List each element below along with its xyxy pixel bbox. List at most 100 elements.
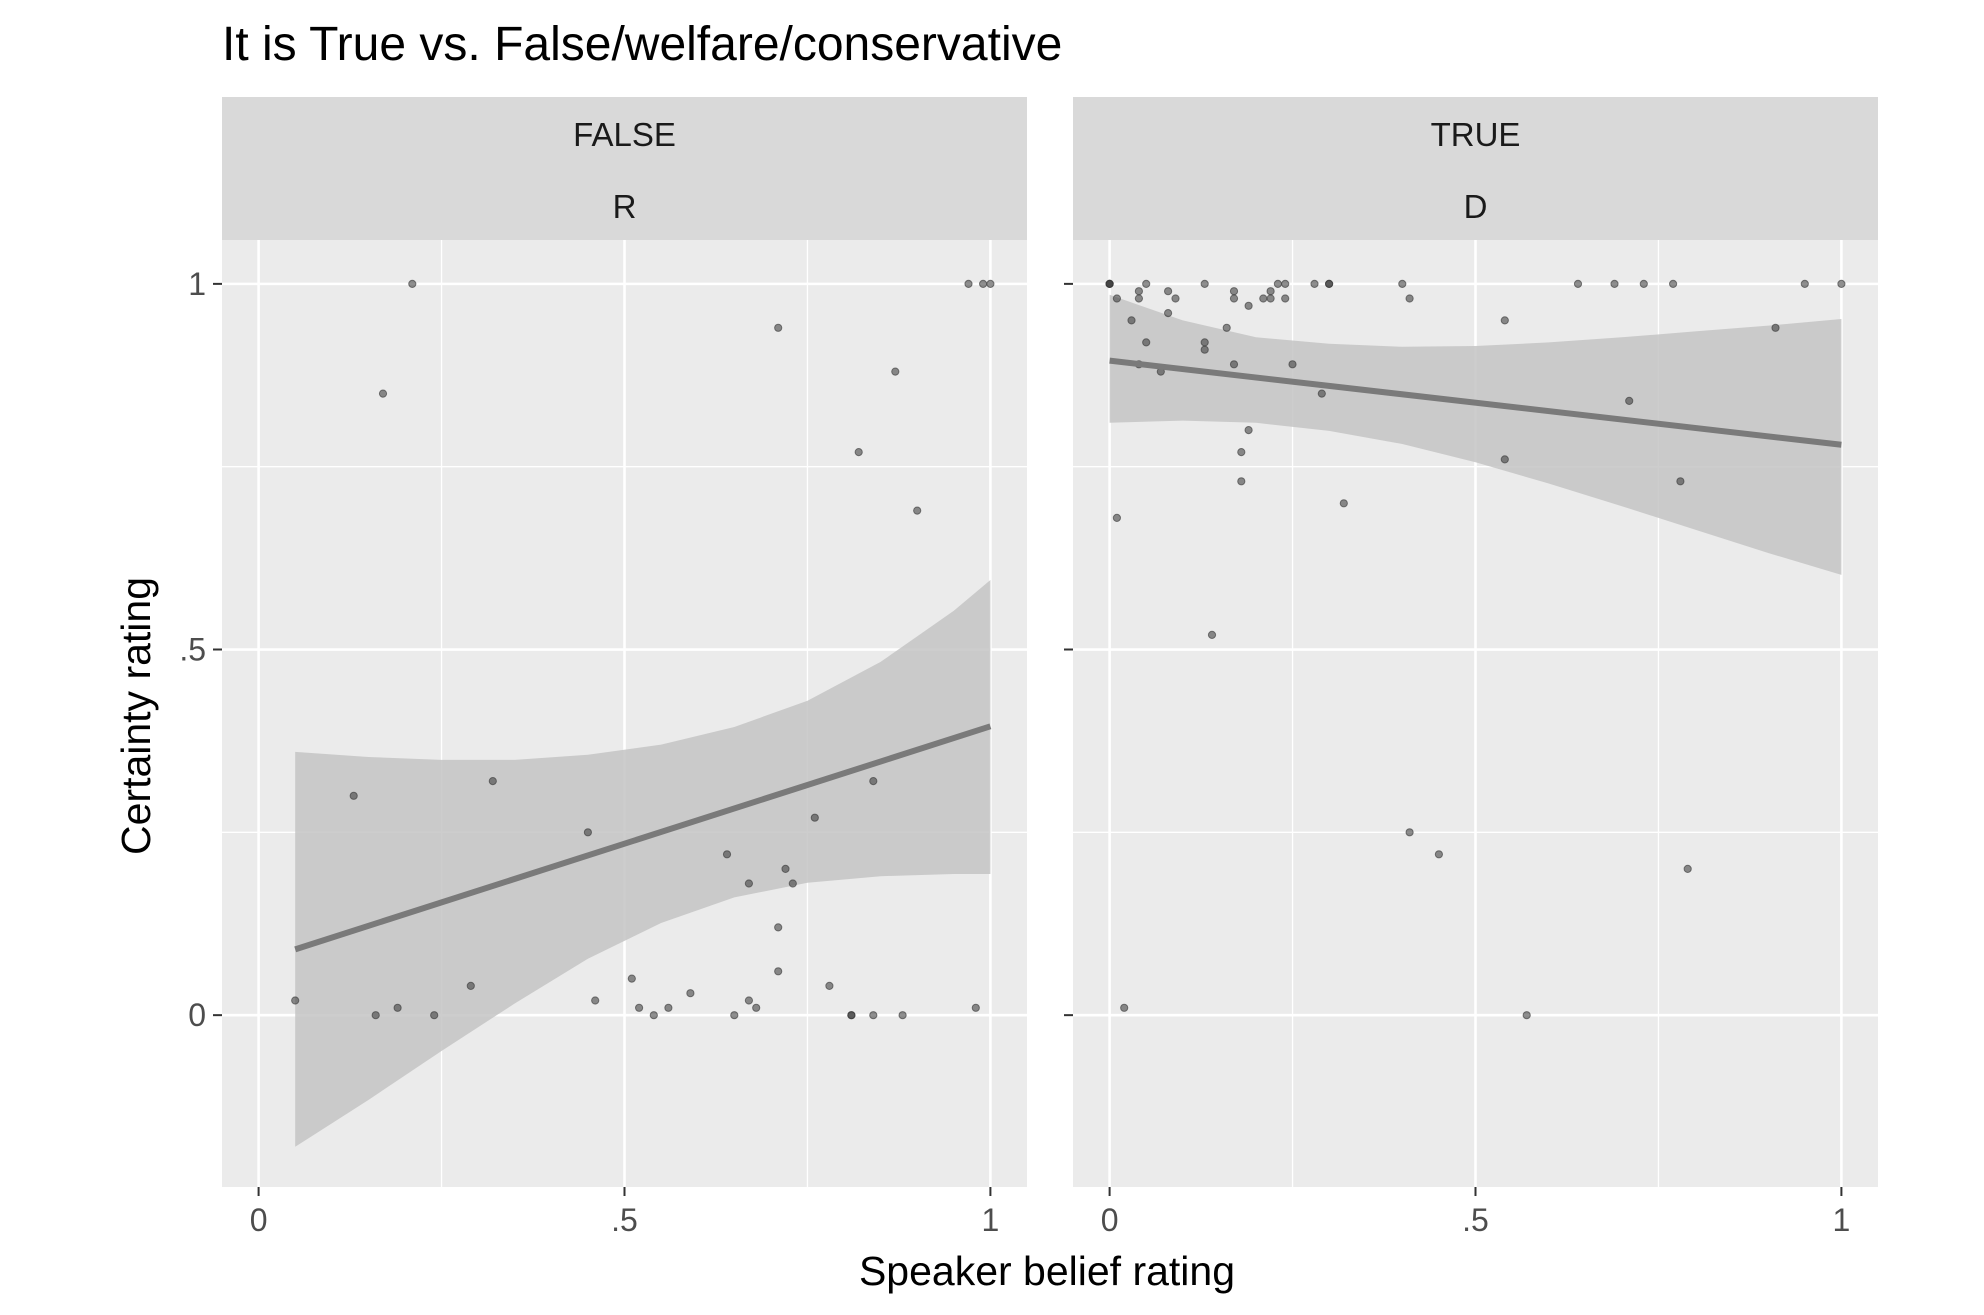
data-point [1273, 279, 1283, 288]
y-axis-title: Certainty rating [113, 577, 159, 855]
data-point [1229, 360, 1239, 369]
data-point [1127, 316, 1136, 325]
data-point [649, 1011, 658, 1020]
data-point [1120, 1003, 1129, 1012]
data-point [1669, 279, 1678, 288]
strip-label: FALSE [573, 116, 676, 153]
data-point [393, 1003, 402, 1012]
data-point [1573, 279, 1583, 288]
data-point [1142, 279, 1151, 288]
data-point [1207, 630, 1217, 640]
data-point [781, 864, 790, 874]
data-point [1134, 287, 1144, 296]
data-point [349, 791, 358, 800]
data-point [1171, 294, 1180, 303]
data-point [583, 828, 593, 837]
data-point [1222, 323, 1231, 332]
strip-label: D [1464, 188, 1488, 225]
data-point [1200, 338, 1209, 347]
data-point [1800, 279, 1809, 288]
data-point [1281, 279, 1290, 288]
data-point [371, 1011, 380, 1020]
facet-panels: FALSE R 0 .5 1 0 .5 1 TRUE D 0 .5 1 [179, 97, 1878, 1238]
data-point [1229, 294, 1239, 303]
data-point [891, 367, 900, 376]
regression-line [1109, 357, 1842, 448]
confidence-band [295, 580, 991, 1147]
data-point [774, 967, 783, 976]
data-point [722, 850, 732, 859]
data-point [979, 279, 988, 288]
y-tick-label: 0 [188, 997, 206, 1033]
data-point [1244, 301, 1253, 310]
data-point [627, 974, 636, 983]
strip-background [1073, 97, 1878, 240]
chart-title: It is True vs. False/welfare/conservativ… [222, 18, 1062, 71]
data-point [488, 777, 497, 786]
data-point [1405, 828, 1414, 837]
data-point [1610, 279, 1619, 288]
data-point [1405, 294, 1414, 303]
data-point [744, 879, 754, 888]
data-point [1200, 279, 1209, 288]
data-point [898, 1011, 907, 1020]
data-point [1142, 338, 1151, 347]
data-point [378, 389, 388, 398]
y-tick-label: .5 [179, 632, 206, 668]
data-point [1639, 279, 1648, 288]
regression-line [294, 723, 992, 953]
data-point [1434, 850, 1444, 859]
data-point [466, 981, 475, 991]
data-point [986, 279, 995, 288]
data-point [825, 981, 834, 991]
data-point [774, 323, 783, 332]
data-point [730, 1011, 739, 1020]
data-point [1266, 287, 1275, 296]
panel-1: FALSE R 0 .5 1 0 .5 1 [179, 97, 1027, 1238]
data-point [869, 777, 878, 786]
data-point [291, 996, 300, 1005]
data-point [1317, 389, 1326, 398]
data-point [869, 1011, 878, 1020]
strip-label: R [613, 188, 637, 225]
data-point [1676, 477, 1685, 486]
data-point [1266, 294, 1275, 303]
data-point [1112, 294, 1122, 303]
panel-2: TRUE D 0 .5 1 [1064, 97, 1878, 1238]
x-tick-label: .5 [611, 1202, 638, 1238]
strip-label: TRUE [1431, 116, 1521, 153]
data-point [971, 1003, 980, 1012]
data-point [1339, 499, 1348, 508]
data-point [1237, 477, 1246, 486]
x-tick-label: 1 [982, 1202, 1000, 1238]
data-point [810, 813, 819, 822]
data-point [1522, 1011, 1531, 1020]
data-point [1771, 323, 1780, 332]
data-point [591, 996, 600, 1005]
x-tick-label: 1 [1833, 1202, 1851, 1238]
data-point [686, 989, 695, 998]
data-point [752, 1003, 761, 1012]
data-point [1500, 455, 1509, 464]
x-tick-label: .5 [1462, 1202, 1489, 1238]
data-point [1259, 294, 1268, 303]
data-point [854, 448, 863, 457]
data-point [430, 1011, 439, 1020]
data-point [1112, 513, 1122, 523]
data-point [913, 506, 922, 515]
data-point [1625, 396, 1634, 405]
data-point [1164, 309, 1173, 318]
data-point [1281, 294, 1290, 303]
data-point [1229, 287, 1239, 296]
x-axis-title: Speaker belief rating [859, 1248, 1235, 1294]
x-tick-label: 0 [1101, 1202, 1119, 1238]
data-point [1288, 360, 1297, 369]
data-point [1164, 287, 1173, 296]
data-point [1310, 279, 1319, 288]
data-point [788, 879, 797, 888]
data-point [1134, 294, 1144, 303]
data-point [1398, 279, 1407, 288]
data-point [635, 1003, 644, 1012]
data-point [1683, 864, 1692, 874]
